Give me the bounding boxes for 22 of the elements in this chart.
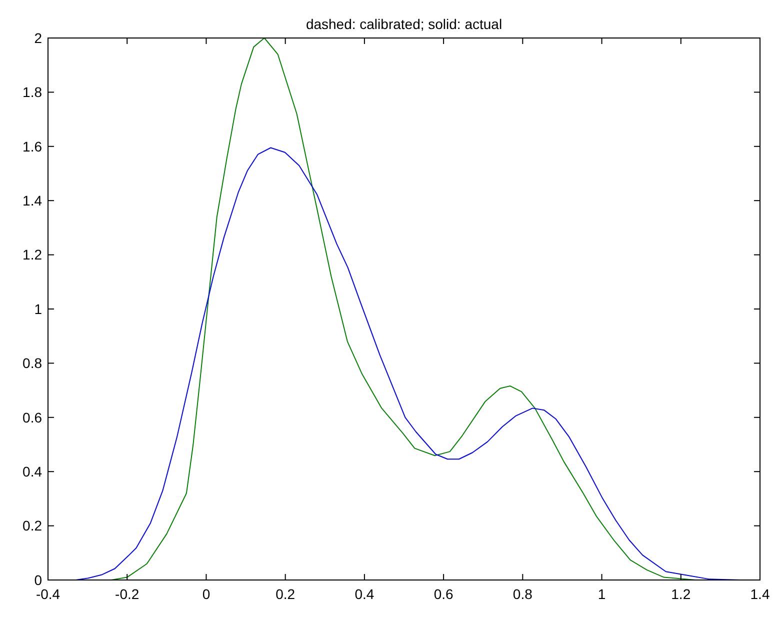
y-tick-label: 0.6: [22, 409, 42, 426]
y-tick-label: 1.6: [22, 138, 42, 154]
y-tick-label: 2: [34, 30, 42, 46]
x-tick-label: 0.4: [354, 586, 374, 602]
x-tick-label: 0.8: [512, 586, 533, 602]
x-tick-label: 1: [598, 586, 606, 602]
y-tick-label: 0.2: [22, 518, 42, 534]
x-tick-label: -0.2: [115, 586, 140, 602]
x-tick-label: 0: [202, 586, 210, 602]
chart-title: dashed: calibrated; solid: actual: [306, 16, 502, 32]
x-tick-label: 1.4: [750, 586, 770, 602]
y-tick-label: 1.8: [22, 84, 42, 100]
y-tick-label: 1.2: [22, 246, 42, 263]
x-tick-label: 1.2: [671, 586, 691, 602]
y-tick-label: 0.4: [22, 464, 42, 480]
y-tick-label: 0.8: [22, 355, 42, 372]
y-tick-label: 1.4: [22, 192, 42, 208]
y-tick-label: 1: [34, 300, 42, 317]
y-tick-label: 0: [34, 572, 42, 588]
x-tick-label: -0.4: [36, 586, 60, 602]
x-tick-label: 0.6: [434, 586, 454, 602]
x-tick-label: 0.2: [276, 586, 296, 602]
